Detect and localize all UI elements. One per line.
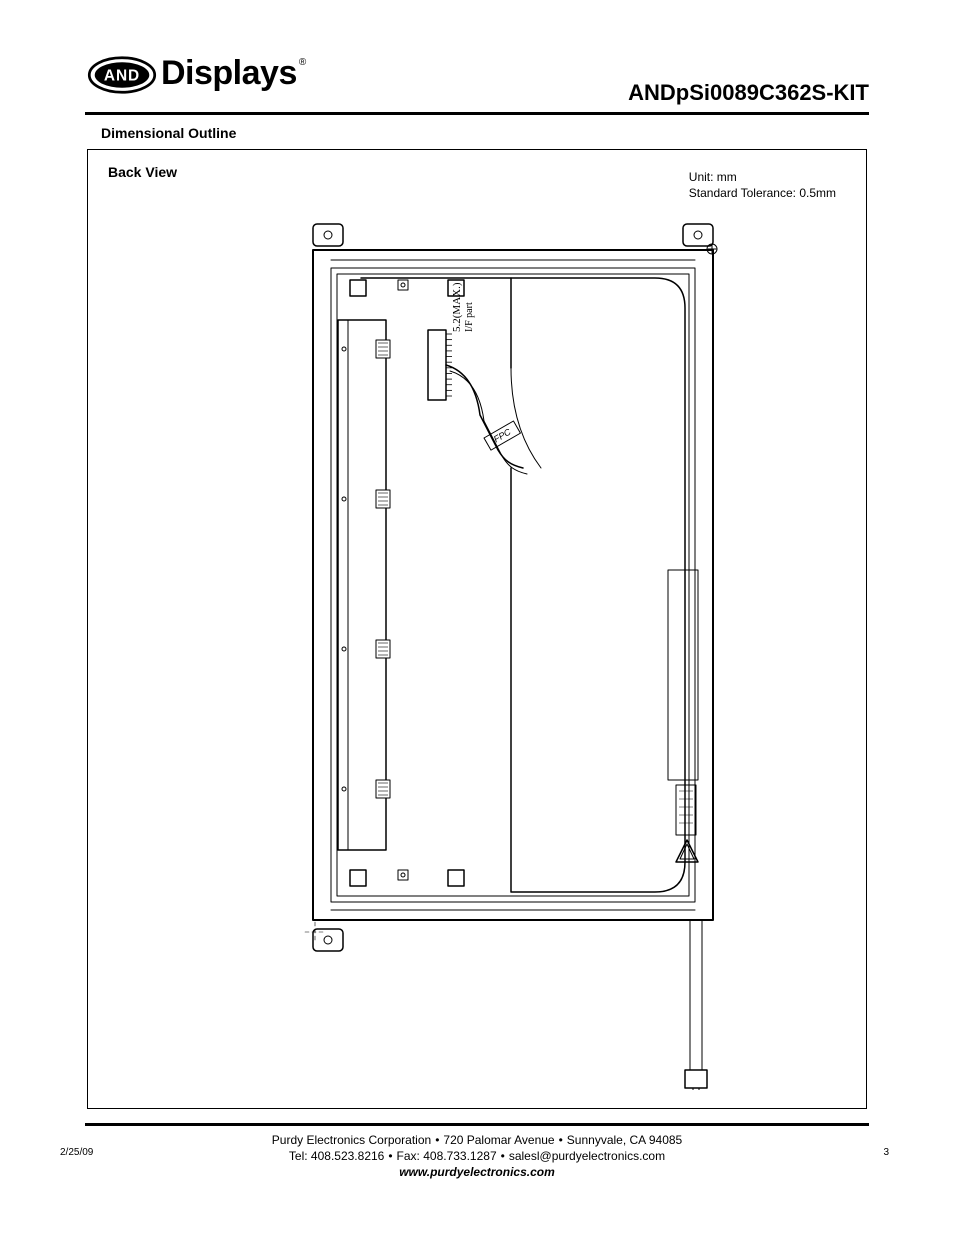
registered-mark: ® (299, 55, 306, 68)
mechanical-drawing: FPC 5.2(MAX.)I/F part (298, 220, 728, 1090)
dimensional-outline-box: Back View Unit: mm Standard Tolerance: 0… (87, 149, 867, 1109)
section-title: Dimensional Outline (101, 125, 869, 141)
footer-address-line: Purdy Electronics Corporation•720 Paloma… (85, 1132, 869, 1148)
page-footer: 2/25/09 3 Purdy Electronics Corporation•… (85, 1132, 869, 1181)
and-badge-icon: AND (85, 55, 159, 95)
unit-line: Unit: mm (689, 170, 836, 186)
footer-fax: Fax: 408.733.1287 (397, 1149, 497, 1163)
footer-contact-line: Tel: 408.523.8216•Fax: 408.733.1287•sale… (85, 1148, 869, 1164)
footer-tel: Tel: 408.523.8216 (289, 1149, 384, 1163)
unit-tolerance-block: Unit: mm Standard Tolerance: 0.5mm (689, 170, 836, 201)
footer-city: Sunnyvale, CA 94085 (567, 1133, 682, 1147)
brand-word: Displays (161, 56, 297, 94)
svg-text:I/F part: I/F part (464, 302, 475, 332)
product-code: ANDpSi0089C362S-KIT (628, 80, 869, 106)
footer-rule (85, 1123, 869, 1126)
footer-street: 720 Palomar Avenue (443, 1133, 554, 1147)
tolerance-line: Standard Tolerance: 0.5mm (689, 186, 836, 202)
footer-company: Purdy Electronics Corporation (272, 1133, 431, 1147)
brand-logo: AND Displays ® (85, 55, 306, 95)
footer-date: 2/25/09 (60, 1146, 93, 1160)
svg-text:5.2(MAX.): 5.2(MAX.) (451, 282, 463, 332)
page-header: AND Displays ® ANDpSi0089C362S-KIT (85, 55, 869, 115)
footer-website: www.purdyelectronics.com (85, 1164, 869, 1180)
mechanical-svg: FPC 5.2(MAX.)I/F part (298, 220, 728, 1090)
svg-text:FPC: FPC (492, 426, 513, 444)
footer-page-number: 3 (883, 1146, 889, 1160)
svg-text:AND: AND (104, 67, 140, 84)
datasheet-page: AND Displays ® ANDpSi0089C362S-KIT Dimen… (85, 55, 869, 1175)
view-label: Back View (108, 164, 177, 180)
footer-email: salesl@purdyelectronics.com (509, 1149, 665, 1163)
